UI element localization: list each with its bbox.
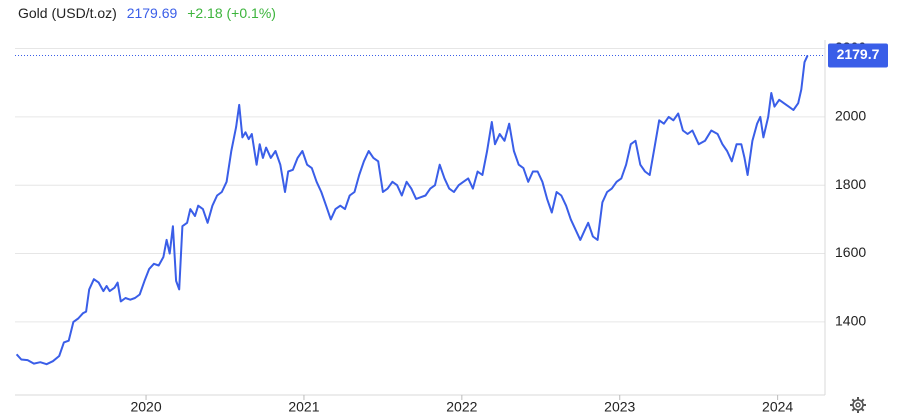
y-tick-label: 1400 [835,313,866,329]
gear-teeth [850,397,866,413]
instrument-name: Gold (USD/t.oz) [18,5,117,21]
price-line [15,54,809,366]
price-label-box [828,43,888,68]
price-change: +2.18 (+0.1%) [187,5,276,21]
y-tick-label: 2000 [835,108,866,124]
x-tick-label: 2021 [288,399,319,415]
x-tick-label: 2023 [604,399,635,415]
current-price: 2179.69 [126,5,178,21]
y-tick-label: 1800 [835,176,866,192]
x-tick-label: 2020 [130,399,161,415]
price-label: 2179.7 [837,46,880,62]
y-tick-label: 1600 [835,244,866,260]
x-tick-label: 2022 [446,399,477,415]
gear-hub [855,402,861,408]
header: Gold (USD/t.oz) 2179.69 +2.18 (+0.1%) [18,5,282,21]
x-tick-label: 2024 [762,399,793,415]
settings-icon[interactable] [850,397,866,413]
